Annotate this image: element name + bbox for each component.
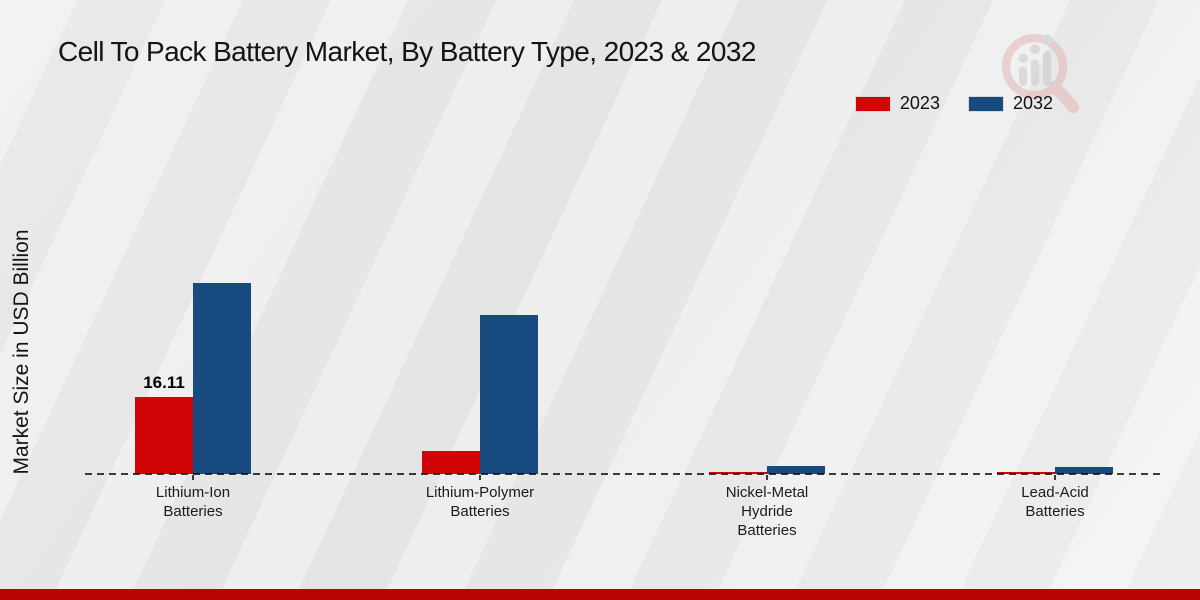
x-axis-tick-2: [766, 475, 768, 480]
category-label-2: Nickel-Metal Hydride Batteries: [725, 484, 809, 539]
bar-2023-0: [135, 397, 193, 474]
legend-label-2032: 2032: [1012, 93, 1053, 113]
x-axis-tick-0: [192, 475, 194, 480]
data-label-2023-0: 16.11: [143, 373, 185, 392]
category-label-1: Lithium-Polymer Batteries: [425, 484, 535, 520]
bar-2032-1: [480, 315, 538, 474]
footer-accent-bar: [0, 589, 1200, 600]
category-label-0: Lithium-Ion Batteries: [155, 484, 231, 520]
legend-swatch-2032: [967, 95, 1004, 112]
chart-title: Cell To Pack Battery Market, By Battery …: [58, 36, 756, 67]
legend: 2023 2032: [854, 93, 1053, 114]
bar-2023-1: [422, 451, 480, 474]
x-axis-tick-3: [1054, 475, 1056, 480]
bar-2032-2: [767, 466, 825, 474]
legend-label-2023: 2023: [899, 93, 940, 113]
bar-2032-0: [193, 283, 251, 474]
legend-item-2023: 2023: [854, 93, 940, 114]
legend-swatch-2023: [854, 95, 891, 112]
x-axis-baseline: [85, 473, 1165, 475]
category-label-3: Lead-Acid Batteries: [1021, 484, 1089, 520]
legend-item-2032: 2032: [967, 93, 1053, 114]
x-axis-tick-1: [479, 475, 481, 480]
brand-watermark-logo: [1001, 33, 1080, 114]
bar-2032-3: [1055, 467, 1113, 474]
